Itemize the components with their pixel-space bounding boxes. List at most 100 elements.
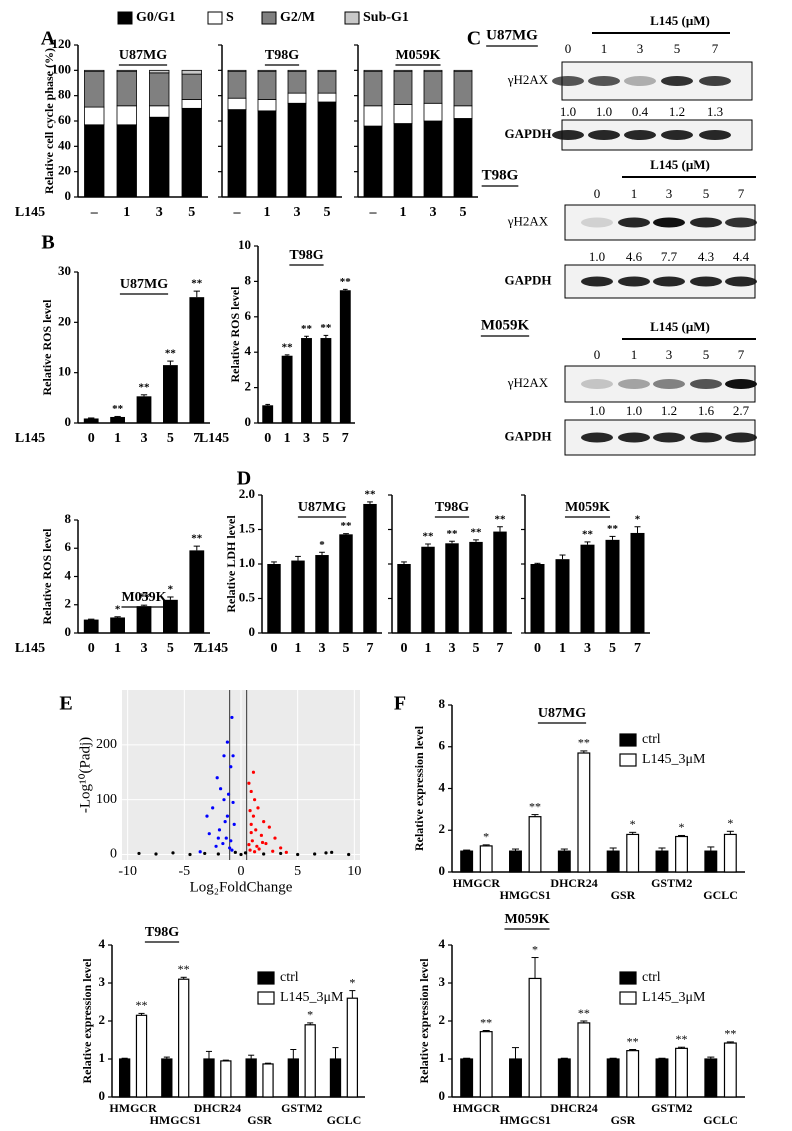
bar-segment	[227, 97, 247, 110]
bar	[315, 555, 329, 633]
bar	[178, 978, 190, 1098]
point	[260, 840, 265, 845]
x-tick-label: 3	[303, 431, 310, 446]
bar	[189, 297, 205, 423]
legend-swatch	[619, 753, 637, 767]
point	[243, 851, 248, 855]
chart-title: M059K	[565, 500, 610, 515]
bar	[460, 1058, 474, 1098]
bar-segment	[287, 92, 307, 104]
point	[271, 849, 275, 853]
bar	[262, 405, 274, 423]
bar-segment	[317, 92, 337, 103]
x-tick-label: 5	[324, 205, 331, 220]
point	[233, 850, 237, 854]
bar	[655, 1058, 669, 1098]
quantification: 1.0	[589, 249, 605, 264]
bar-segment	[317, 101, 337, 198]
legend-label: L145_3μM	[642, 990, 706, 1005]
bar	[626, 833, 640, 873]
lane-label: 7	[738, 186, 745, 201]
y-tick-label: 4	[439, 936, 446, 951]
band	[725, 379, 757, 389]
point	[231, 800, 235, 805]
significance: **	[320, 322, 332, 334]
row-label: γH2AX	[507, 72, 549, 87]
y-axis-label: Relative expression level	[80, 958, 94, 1084]
chart-title: T98G	[145, 925, 179, 940]
legend-swatch	[619, 971, 637, 985]
y-axis-label: Relative LDH level	[224, 515, 238, 613]
bar-segment	[181, 73, 202, 100]
x-tick-label: 5	[343, 641, 350, 656]
x-tick-label: 10	[347, 864, 361, 879]
legend-label: ctrl	[642, 970, 661, 985]
bar	[163, 599, 178, 633]
point	[249, 830, 253, 835]
x-tick-label: –	[369, 205, 378, 220]
bar-segment	[423, 102, 443, 122]
significance: *	[635, 513, 641, 525]
lane-label: 5	[703, 186, 710, 201]
legend-swatch	[261, 11, 277, 25]
bar	[509, 1058, 522, 1098]
y-axis-label: Relative expression level	[412, 725, 426, 851]
x-tick-label: 7	[193, 641, 200, 656]
bar-segment	[227, 109, 247, 198]
point	[226, 792, 231, 796]
x-tick-label: GSR	[247, 1113, 272, 1127]
quantification: 1.6	[698, 403, 715, 418]
bar	[580, 544, 595, 633]
legend-swatch	[344, 11, 360, 25]
point	[239, 852, 243, 857]
x-tick-label: 1	[559, 641, 566, 656]
bar	[339, 290, 351, 423]
point	[247, 843, 251, 847]
band	[653, 276, 685, 287]
y-axis-label: Relative ROS level	[228, 286, 242, 383]
bar-segment	[116, 71, 137, 107]
y-tick-label: 1.5	[239, 520, 256, 535]
x-tick-label: -5	[178, 864, 190, 879]
point	[262, 852, 266, 856]
bar-segment	[453, 105, 473, 119]
y-tick-label: 6	[439, 738, 446, 753]
bar	[509, 850, 522, 873]
y-tick-label: 10	[58, 364, 71, 379]
bar	[655, 850, 669, 873]
point	[254, 828, 258, 832]
point	[216, 852, 220, 856]
quantification: 1.2	[661, 403, 677, 418]
bar	[479, 845, 493, 873]
y-axis-label: -Log¹⁰(Padj)	[77, 737, 93, 813]
point	[249, 789, 253, 794]
legend-label: L145_3μM	[280, 990, 344, 1005]
y-tick-label: 20	[58, 313, 71, 328]
band	[618, 379, 650, 389]
lane-label: 0	[594, 347, 601, 362]
panel-letter: F	[394, 693, 406, 715]
legend-label: Sub-G1	[363, 10, 409, 25]
quantification: 1.0	[626, 403, 642, 418]
significance: *	[319, 539, 325, 551]
panel-letter: D	[237, 468, 251, 490]
y-tick-label: 1	[99, 1050, 106, 1065]
y-tick-label: 80	[58, 87, 71, 102]
quantification: 4.3	[698, 249, 714, 264]
bar-segment	[149, 116, 170, 198]
bar	[528, 816, 542, 873]
bar	[460, 850, 474, 873]
quantification: 1.0	[589, 403, 605, 418]
bar	[83, 418, 99, 423]
point	[313, 852, 317, 856]
point	[347, 852, 351, 857]
band	[552, 76, 584, 86]
bar	[281, 355, 293, 423]
chart-title: U87MG	[298, 500, 346, 515]
bar	[557, 850, 571, 873]
point	[256, 806, 260, 810]
row-label: GAPDH	[505, 126, 552, 141]
bar	[301, 338, 312, 423]
x-tick-label: 0	[238, 864, 245, 879]
x-tick-label: DHCR24	[194, 1101, 241, 1115]
